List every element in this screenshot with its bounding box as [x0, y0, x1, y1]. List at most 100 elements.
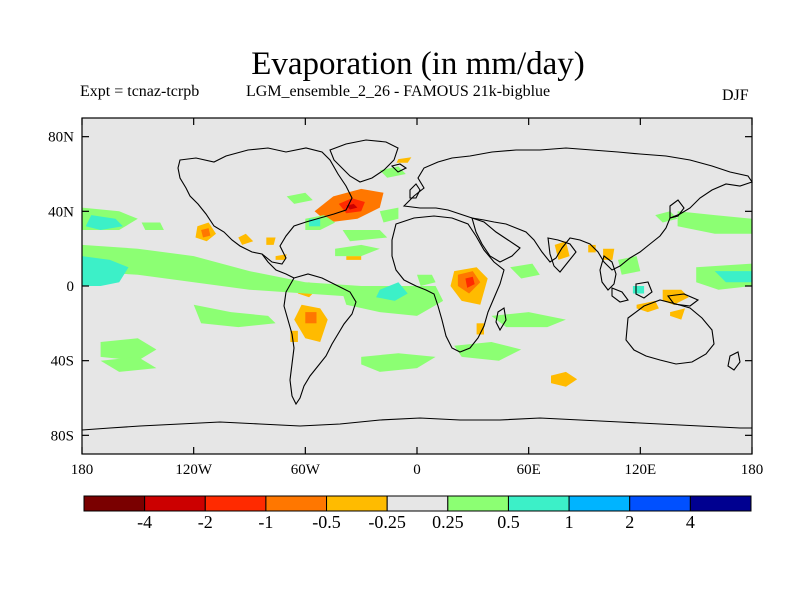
x-tick-label-3: 0 — [413, 462, 421, 478]
anomaly-region-39 — [342, 230, 388, 242]
colorbar-swatch-10 — [689, 495, 752, 512]
anomaly-region-12 — [305, 312, 317, 324]
antarctica-coast — [81, 417, 752, 431]
anomaly-region-52 — [379, 207, 399, 223]
greenland-coast — [329, 139, 399, 183]
anomaly-region-29 — [141, 222, 164, 230]
colorbar-swatch-5 — [386, 495, 449, 512]
japan-coast — [669, 199, 685, 219]
great-britain-coast — [409, 183, 421, 199]
eurasia-coast — [402, 147, 753, 271]
x-tick-label-2: 60W — [291, 462, 321, 478]
anomaly-region-20 — [603, 248, 615, 260]
new-zealand-coast — [727, 351, 741, 371]
x-tick-label-4: 60E — [517, 462, 541, 478]
anomaly-region-9 — [346, 256, 362, 260]
anomaly-region-33 — [361, 353, 436, 372]
x-tick-label-1: 120W — [175, 462, 213, 478]
anomaly-region-26 — [82, 256, 129, 286]
colorbar-swatch-1 — [144, 495, 206, 512]
experiment-label: Expt = tcnaz-tcrpb — [80, 83, 200, 100]
anomaly-region-48 — [618, 256, 641, 275]
anomaly-region-25 — [82, 244, 406, 298]
anomaly-region-19 — [588, 244, 596, 253]
x-tick-label-6: 180 — [741, 462, 764, 478]
colorbar-label-3: -0.5 — [312, 512, 341, 532]
run-label: LGM_ensemble_2_26 - FAMOUS 21k-bigblue — [246, 83, 551, 100]
anomaly-region-2 — [346, 203, 358, 210]
anomaly-region-18 — [554, 241, 570, 260]
y-tick-label-3: 40S — [51, 354, 74, 370]
map-axes: 180 120W 60W 0 60E 120E 180 80N 40N 0 40S 80S — [48, 118, 763, 478]
y-tick-label-4: 80S — [51, 428, 74, 444]
anomaly-region-8 — [275, 254, 287, 260]
y-tick-label-2: 0 — [67, 279, 75, 295]
anomaly-region-28 — [85, 215, 123, 230]
north-america-coast — [177, 147, 353, 265]
africa-coast — [391, 215, 505, 353]
anomaly-region-34 — [100, 338, 157, 361]
central-america-coast — [261, 253, 295, 279]
anomaly-region-35 — [193, 304, 276, 328]
anomaly-region-7 — [266, 237, 276, 245]
colorbar-swatch-2 — [204, 495, 267, 512]
anomaly-region-47 — [655, 211, 678, 223]
colorbar-label-6: 0.5 — [497, 512, 520, 532]
colorbar-swatch-9 — [629, 495, 691, 512]
borneo-coast — [635, 281, 653, 299]
anomaly-region-30 — [335, 244, 380, 257]
colorbar-label-7: 1 — [565, 512, 574, 532]
anomaly-region-42 — [491, 312, 566, 328]
anomaly-region-50 — [100, 356, 157, 372]
colorbar-label-1: -2 — [198, 512, 213, 532]
colorbar: -4 -2 -1 -0.5 -0.25 0.25 0.5 1 2 4 — [83, 495, 752, 532]
anomaly-region-41 — [510, 263, 540, 279]
anomaly-region-40 — [417, 274, 436, 286]
chart-title: Evaporation (in mm/day) — [251, 46, 585, 82]
anomaly-region-5 — [201, 228, 211, 238]
anomaly-region-44 — [677, 211, 752, 234]
colorbar-label-9: 4 — [686, 512, 695, 532]
colorbar-label-8: 2 — [625, 512, 634, 532]
south-america-coast — [283, 273, 357, 406]
anomaly-region-31 — [342, 286, 444, 316]
colorbar-swatch-3 — [265, 495, 328, 512]
iceland-coast — [390, 163, 408, 173]
y-tick-label-0: 80N — [48, 130, 74, 146]
australia-coast — [625, 299, 715, 365]
anomaly-region-11 — [294, 304, 328, 342]
colorbar-label-2: -1 — [258, 512, 273, 532]
anomaly-region-51 — [379, 166, 406, 178]
anomaly-region-49 — [632, 286, 645, 294]
anomaly-region-23 — [662, 289, 689, 305]
anomaly-region-46 — [714, 271, 752, 283]
colorbar-swatch-0 — [83, 495, 146, 512]
colorbar-label-0: -4 — [137, 512, 152, 532]
anomaly-region-32 — [376, 282, 408, 301]
coastlines — [81, 139, 753, 431]
colorbar-swatch-7 — [507, 495, 570, 512]
sumatra-coast — [611, 287, 629, 303]
colorbar-label-5: 0.25 — [432, 512, 464, 532]
new-guinea-coast — [666, 293, 700, 307]
anomaly-region-16 — [465, 276, 475, 288]
anomaly-region-21 — [551, 371, 578, 387]
colorbar-swatch-8 — [568, 495, 631, 512]
season-label: DJF — [722, 87, 749, 104]
anomaly-regions — [82, 157, 752, 387]
x-tick-label-5: 120E — [624, 462, 656, 478]
arabia-coast — [471, 217, 521, 263]
colorbar-label-4: -0.25 — [368, 512, 406, 532]
x-tick-label-0: 180 — [71, 462, 94, 478]
colorbar-swatch-4 — [326, 495, 388, 512]
india-coast — [547, 237, 577, 273]
y-tick-label-1: 40N — [48, 204, 74, 220]
southeast-asia-coast — [599, 255, 617, 291]
madagascar-coast — [495, 307, 507, 332]
anomaly-region-38 — [286, 192, 313, 204]
anomaly-region-22 — [636, 300, 659, 313]
anomaly-region-24 — [670, 308, 685, 320]
anomaly-region-3 — [396, 157, 412, 163]
anomaly-region-6 — [238, 233, 254, 245]
